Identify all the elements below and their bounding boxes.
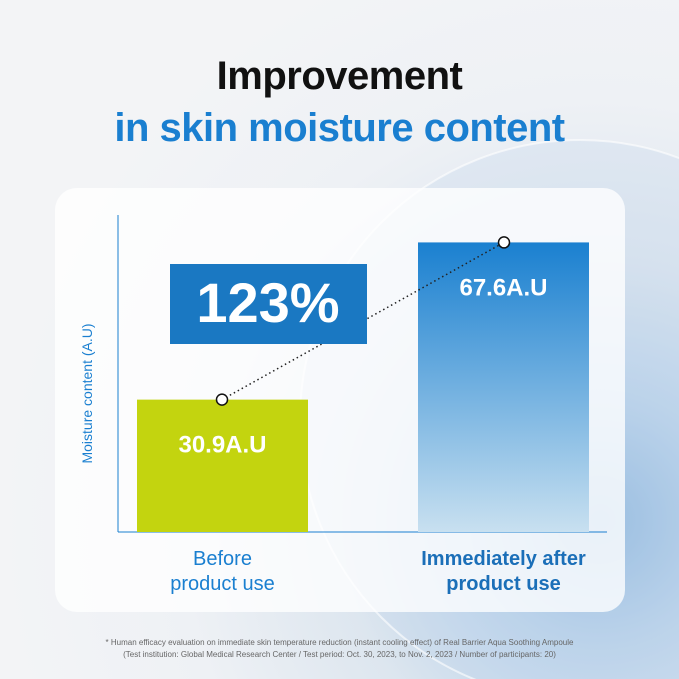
data-label-1: 67.6A.U xyxy=(459,274,547,301)
x-tick-label-1-0: Immediately after xyxy=(421,548,586,570)
bar-0 xyxy=(137,399,308,532)
data-point-1 xyxy=(497,236,511,249)
footnote-line-2: (Test institution: Global Medical Resear… xyxy=(123,650,556,659)
page-title: Improvement xyxy=(216,54,463,98)
footnote-line-1: * Human efficacy evaluation on immediate… xyxy=(105,638,574,647)
page-subtitle: in skin moisture content xyxy=(114,106,565,150)
x-tick-label-1-1: product use xyxy=(446,573,560,595)
bar-1 xyxy=(418,242,589,533)
data-point-0 xyxy=(215,393,229,406)
increase-badge xyxy=(170,264,367,344)
x-tick-label-0-1: product use xyxy=(170,573,275,595)
increase-badge-text: 123% xyxy=(196,271,339,334)
x-tick-label-0-0: Before xyxy=(193,548,252,570)
footnote: * Human efficacy evaluation on immediate… xyxy=(0,637,679,661)
data-label-0: 30.9A.U xyxy=(178,432,266,459)
y-axis-label: Moisture content (A.U) xyxy=(79,323,95,463)
